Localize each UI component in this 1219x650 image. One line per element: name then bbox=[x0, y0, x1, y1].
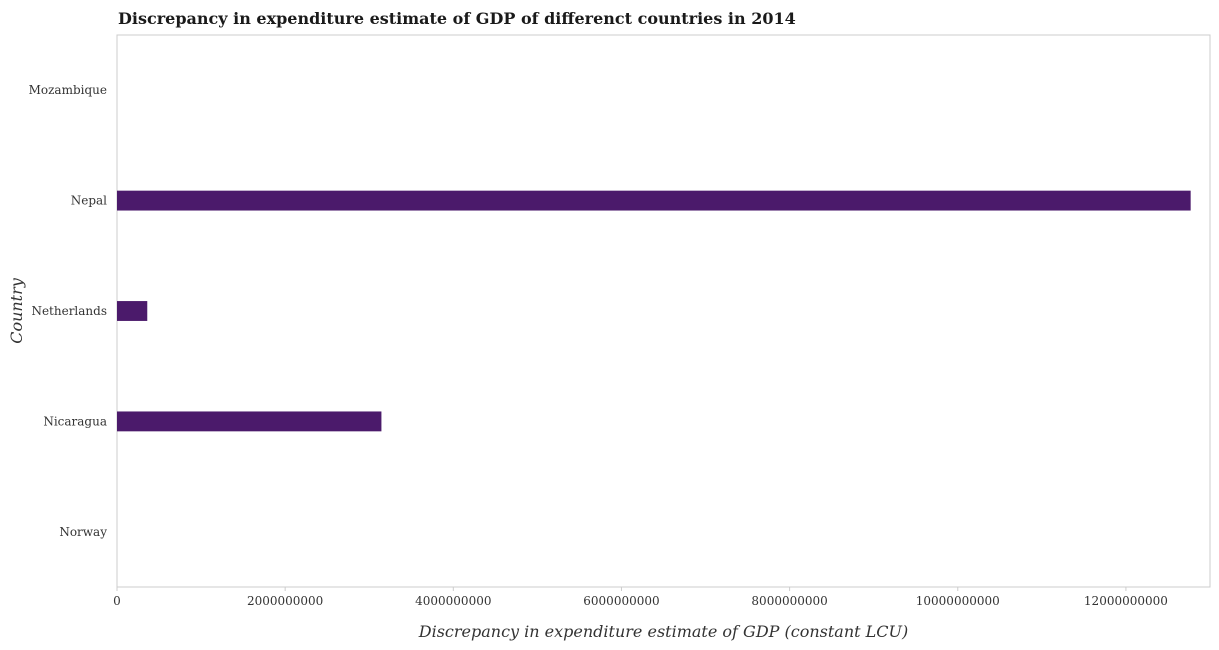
bar-nicaragua bbox=[117, 411, 382, 432]
y-tick-label: Nepal bbox=[71, 194, 107, 208]
x-tick-label: 6000000000 bbox=[583, 594, 659, 608]
x-tick-label: 0 bbox=[113, 594, 121, 608]
y-tick-label: Mozambique bbox=[29, 83, 107, 97]
bars-group bbox=[117, 190, 1191, 432]
x-tick-label: 10000000000 bbox=[916, 594, 1000, 608]
y-tick-label: Norway bbox=[59, 525, 107, 539]
x-tick-label: 8000000000 bbox=[751, 594, 827, 608]
y-axis: Mozambique Nepal Netherlands Nicaragua Norwa… bbox=[29, 83, 108, 539]
bar-nepal bbox=[117, 190, 1191, 211]
chart-title: Discrepancy in expenditure estimate of G… bbox=[118, 9, 796, 28]
y-axis-label: Country bbox=[7, 277, 26, 344]
x-tick-label: 4000000000 bbox=[415, 594, 491, 608]
bar-netherlands bbox=[117, 301, 148, 321]
x-axis-label: Discrepancy in expenditure estimate of G… bbox=[418, 622, 908, 641]
x-axis: 0 2000000000 4000000000 6000000000 800000000… bbox=[113, 587, 1168, 608]
y-tick-label: Netherlands bbox=[31, 304, 107, 318]
x-tick-label: 2000000000 bbox=[247, 594, 323, 608]
x-tick-label: 12000000000 bbox=[1084, 594, 1168, 608]
y-tick-label: Nicaragua bbox=[43, 414, 107, 428]
